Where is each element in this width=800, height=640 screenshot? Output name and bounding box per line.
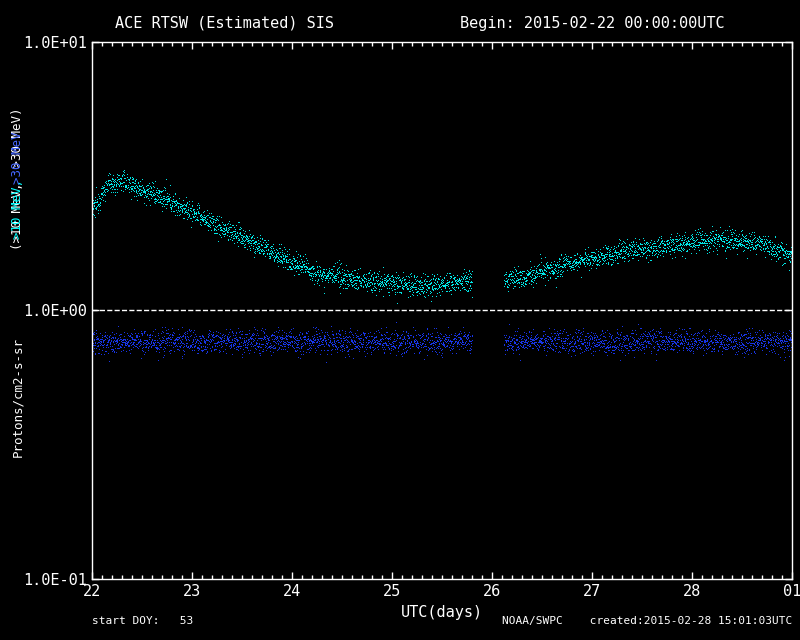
Text: start DOY:   53: start DOY: 53 (92, 616, 194, 626)
Text: ACE RTSW (Estimated) SIS: ACE RTSW (Estimated) SIS (114, 16, 334, 31)
Text: Begin: 2015-02-22 00:00:00UTC: Begin: 2015-02-22 00:00:00UTC (460, 16, 724, 31)
Text: >10 MeV,: >10 MeV, (11, 179, 24, 239)
Text: (>10 MeV,  >30 MeV): (>10 MeV, >30 MeV) (11, 108, 24, 250)
Text: Protons/cm2-s-sr: Protons/cm2-s-sr (11, 337, 24, 457)
Text: >30 MeV: >30 MeV (11, 131, 24, 184)
X-axis label: UTC(days): UTC(days) (401, 605, 483, 620)
Text: NOAA/SWPC    created:2015-02-28 15:01:03UTC: NOAA/SWPC created:2015-02-28 15:01:03UTC (502, 616, 792, 626)
